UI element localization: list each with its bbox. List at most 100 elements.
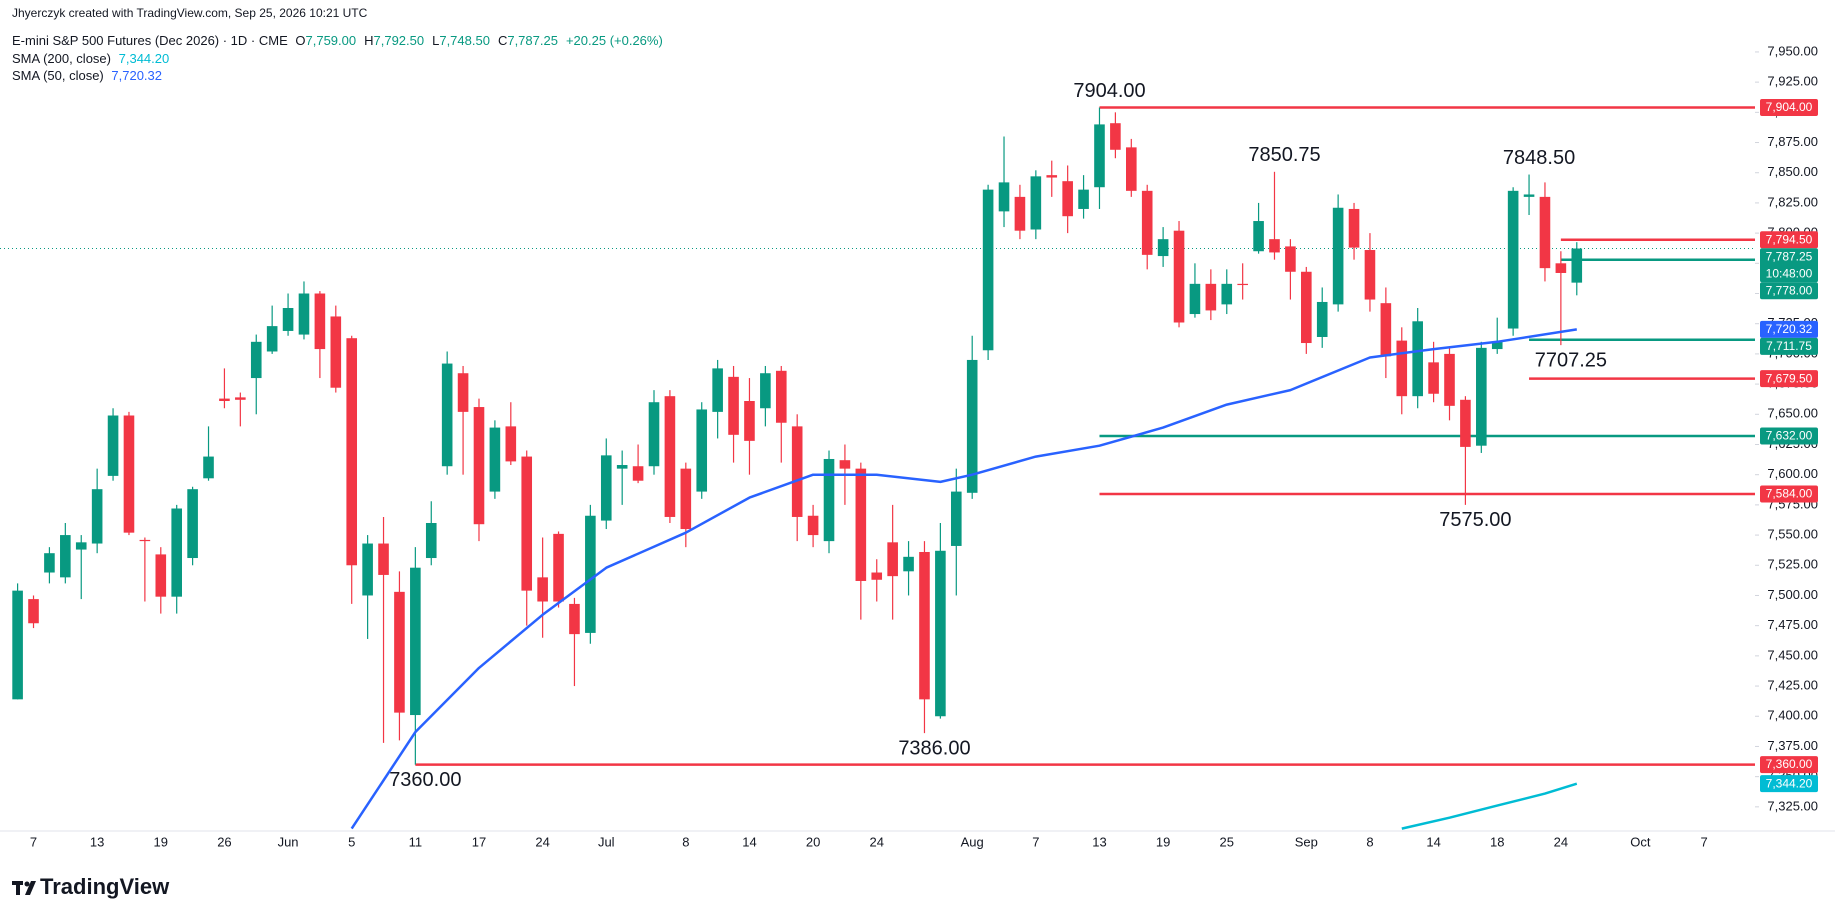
ohlc-key: O — [295, 33, 306, 48]
x-tick-label: 13 — [90, 834, 104, 849]
candle-body — [1157, 239, 1169, 257]
x-tick-label: 20 — [806, 834, 820, 849]
x-tick-label: 5 — [348, 834, 355, 849]
candle-body — [807, 515, 819, 536]
candle-body — [1269, 239, 1280, 253]
candle-body — [728, 376, 739, 435]
candle-body — [760, 373, 771, 409]
candle-body — [744, 401, 755, 441]
y-tick-label: 7,875.00 — [1767, 134, 1818, 149]
candle-body — [919, 551, 930, 700]
candle-body — [950, 491, 962, 546]
sma-legend: SMA (200, close) 7,344.20 — [12, 51, 173, 66]
candle-body — [553, 533, 564, 602]
candle-body — [1110, 123, 1121, 150]
sma-legend: SMA (50, close) 7,720.32 — [12, 68, 166, 83]
candle-body — [266, 326, 278, 352]
plot-area — [0, 106, 1755, 830]
y-tick-label: 7,425.00 — [1767, 677, 1818, 692]
x-tick-label: 7 — [1700, 834, 1707, 849]
candle-body — [28, 599, 39, 624]
candle-body — [187, 489, 198, 559]
candle-body — [425, 522, 437, 559]
legend-name: SMA (50, close) — [12, 68, 104, 83]
x-tick-label: 24 — [870, 834, 884, 849]
candle-body — [1030, 176, 1042, 230]
x-tick-label: 17 — [472, 834, 486, 849]
legend-value: 7,344.20 — [118, 51, 170, 66]
candle-body — [982, 189, 994, 351]
price-tag — [1760, 282, 1818, 300]
candle-body — [1460, 399, 1471, 447]
candle-body — [505, 426, 517, 462]
annotation: 7707.25 — [1535, 349, 1607, 371]
candle-body — [712, 368, 723, 412]
ohlc-value: 7,759.00 — [305, 33, 357, 48]
candle-body — [1555, 263, 1567, 273]
logo — [12, 881, 36, 895]
legend-name: SMA (200, close) — [12, 51, 111, 66]
price-tag — [1760, 485, 1818, 503]
price-tag-label: 7,632.00 — [1766, 429, 1813, 443]
candle-body — [457, 373, 469, 412]
candle-body — [1237, 283, 1248, 286]
symbol-row: E-mini S&P 500 Futures (Dec 2026) · 1D ·… — [12, 33, 667, 48]
price-tag-label: 7,360.00 — [1766, 757, 1813, 771]
candle-body — [903, 556, 914, 572]
candle-body — [473, 407, 485, 525]
candle-body — [696, 409, 708, 492]
y-tick-label: 7,550.00 — [1767, 527, 1818, 542]
candle-body — [1014, 196, 1026, 231]
price-tag — [1760, 320, 1818, 338]
x-tick-label: 19 — [154, 834, 168, 849]
candle-body — [91, 489, 103, 544]
price-tag — [1760, 248, 1818, 283]
candle-body — [1571, 248, 1583, 283]
candle-body — [107, 415, 119, 476]
price-tag-label: 7,794.50 — [1766, 232, 1813, 246]
candle-body — [1094, 124, 1105, 188]
candle-body — [330, 316, 342, 388]
candle-body — [1189, 283, 1201, 315]
candle-body — [998, 182, 1010, 212]
candle-body — [298, 293, 310, 335]
price-tag-label: 7,720.32 — [1766, 322, 1813, 336]
change: +20.25 (+0.26%) — [565, 33, 663, 48]
candle-body — [1380, 303, 1392, 357]
y-tick-label: 7,475.00 — [1767, 617, 1818, 632]
x-tick-label: 13 — [1092, 834, 1106, 849]
ohlc-item: C7,787.25 — [498, 33, 562, 48]
candle-body — [1444, 353, 1455, 406]
candle-body — [839, 460, 851, 469]
candle-body — [282, 308, 294, 331]
price-tag — [1760, 427, 1818, 445]
candle-body — [823, 458, 835, 542]
candle-body — [489, 427, 501, 492]
candle-body — [362, 543, 373, 596]
y-tick-label: 7,925.00 — [1767, 74, 1818, 89]
price-tag — [1760, 231, 1818, 249]
candle-body — [648, 402, 660, 467]
candle-body — [1348, 208, 1360, 248]
candle-body — [664, 396, 676, 517]
candle-body — [60, 535, 71, 578]
y-tick-label: 7,375.00 — [1767, 738, 1818, 753]
candle-body — [1221, 283, 1233, 305]
candle-body — [1523, 194, 1535, 197]
candle-body — [1301, 271, 1312, 344]
y-tick-label: 7,600.00 — [1767, 466, 1818, 481]
x-tick-label: 11 — [409, 834, 423, 849]
x-tick-label: 7 — [30, 834, 37, 849]
x-tick-label: 8 — [1366, 834, 1373, 849]
candle-body — [12, 590, 23, 700]
candle-body — [123, 415, 135, 533]
candle-body — [394, 591, 405, 713]
candle-body — [855, 468, 867, 581]
candle-body — [44, 553, 55, 573]
candle-body — [680, 468, 692, 530]
candle-body — [1285, 246, 1296, 272]
candle-body — [1078, 189, 1089, 209]
x-tick-label: Oct — [1630, 834, 1651, 849]
price-tag — [1760, 775, 1818, 793]
candle-body — [235, 397, 246, 400]
